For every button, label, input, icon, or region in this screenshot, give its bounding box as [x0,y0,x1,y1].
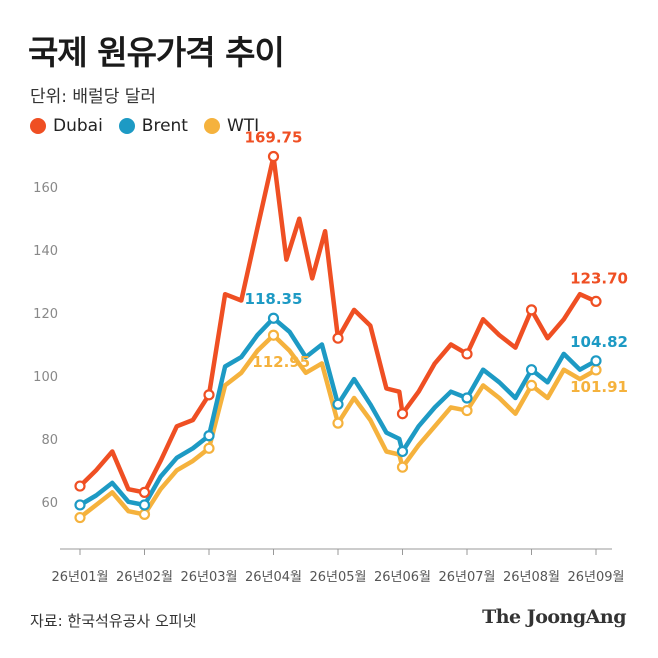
series-marker-wti [396,461,409,473]
series-marker-brent [525,364,538,376]
data-label-brent-peak: 118.35 [245,290,303,308]
series-marker-wti [138,508,151,520]
line-chart: 60 80 100 120 140 160 26년01월 26년02월 26년03월 26년04월… [33,129,628,585]
data-label-dubai-peak: 169.75 [245,129,303,147]
series-marker-dubai [525,304,538,316]
x-tick-label: 26년08월 [503,570,560,585]
legend-swatch-dubai [30,118,46,134]
series-line-brent [77,315,599,508]
x-tick-label: 26년07월 [438,570,495,585]
legend-label-brent: Brent [141,116,188,136]
series-marker-dubai [461,348,473,360]
series-marker-wti [590,364,602,376]
y-tick-label: 160 [33,181,58,196]
series-marker-dubai [267,150,280,163]
legend-item-brent: Brent [118,116,188,136]
series-marker-brent [138,499,151,511]
y-tick-label: 80 [41,433,58,448]
data-label-wti-end: 101.91 [570,378,628,396]
series-marker-dubai [396,408,409,420]
legend-label-dubai: Dubai [53,116,103,136]
series-line-wti [77,332,599,520]
y-tick-label: 140 [33,244,58,259]
data-label-brent-end: 104.82 [570,333,628,351]
legend: Dubai Brent WTI [30,116,275,136]
data-label-wti-peak: 112.95 [252,353,310,371]
series-marker-brent [332,398,344,410]
series-marker-dubai [138,486,151,498]
y-tick-label: 60 [41,496,58,511]
series-marker-wti [267,329,280,341]
source-note: 자료: 한국석유공사 오피넷 [30,612,197,630]
x-tick-label: 26년06월 [374,570,431,585]
legend-item-dubai: Dubai [30,116,103,136]
series-marker-wti [74,511,86,524]
series-marker-brent [74,499,86,511]
x-tick-label: 26년04월 [245,570,302,585]
x-tick-label: 26년03월 [180,570,237,585]
series-marker-dubai [74,480,86,492]
series-marker-brent [461,392,473,404]
data-label-dubai-end: 123.70 [570,269,628,287]
series-marker-wti [203,442,215,454]
y-tick-label: 120 [33,307,58,322]
y-tick-label: 100 [33,370,58,385]
legend-item-wti: WTI [203,116,260,136]
legend-swatch-wti [203,118,220,134]
series-marker-wti [525,379,538,391]
series-marker-brent [396,445,409,458]
series-marker-brent [203,430,215,442]
series-marker-wti [332,417,344,429]
series-marker-dubai [332,332,344,344]
series-marker-brent [590,355,602,367]
x-tick-label: 26년05월 [309,570,366,585]
legend-label-wti: WTI [226,116,260,136]
chart-title: 국제 원유가격 추이 [28,33,285,72]
series-marker-dubai [590,295,602,307]
x-tick-label: 26년01월 [51,570,108,585]
legend-swatch-brent [118,118,135,134]
series-marker-dubai [203,389,215,401]
x-tick-label: 26년02월 [116,570,173,585]
brand-logo: The JoongAng [482,606,626,628]
series-line-dubai [77,154,599,495]
series-marker-brent [267,312,280,324]
series-marker-wti [461,404,473,417]
unit-label: 단위: 배럴당 달러 [30,87,157,107]
x-tick-label: 26년09월 [567,570,624,585]
